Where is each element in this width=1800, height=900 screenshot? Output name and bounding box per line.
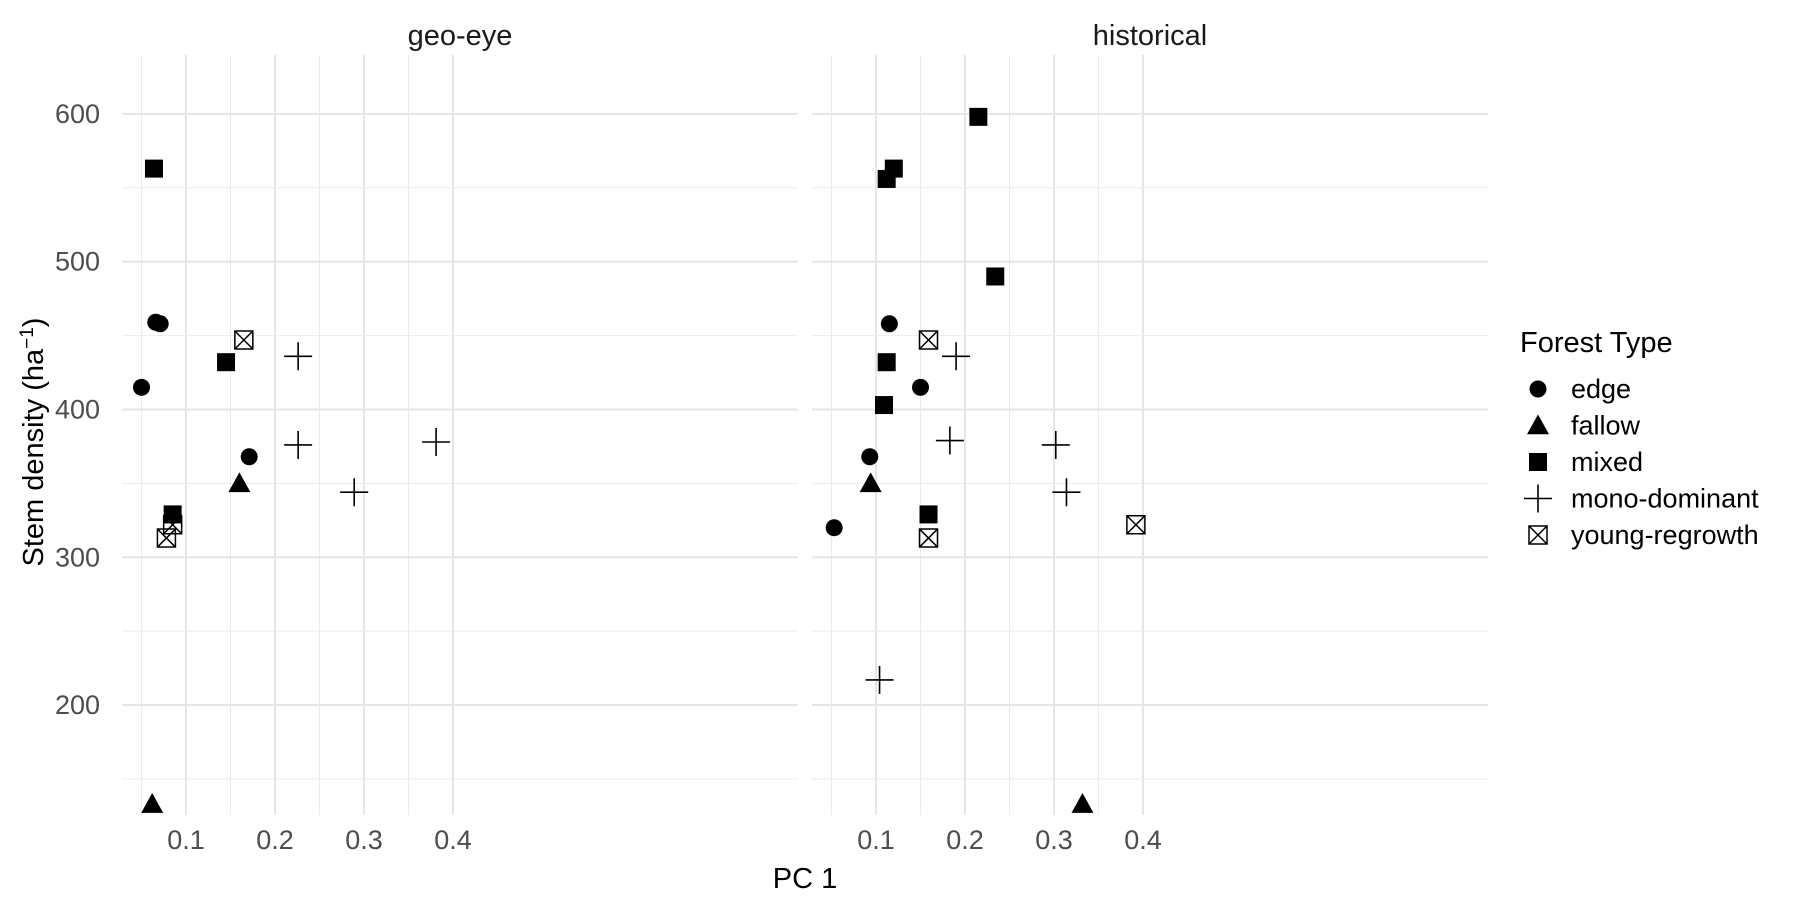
legend-item-edge: edge xyxy=(1529,374,1631,404)
point-mixed xyxy=(163,505,182,524)
point-mixed xyxy=(969,107,988,126)
point-mono-dominant xyxy=(865,665,894,694)
point-mono-dominant xyxy=(942,342,971,371)
point-fallow xyxy=(859,472,882,493)
point-mixed xyxy=(986,267,1005,286)
point-edge xyxy=(880,315,898,333)
y-axis-title-main: Stem density (ha xyxy=(18,348,50,566)
point-mono-dominant xyxy=(1041,430,1070,459)
legend-item-mixed: mixed xyxy=(1529,447,1643,477)
legend-item-mono-dominant: mono-dominant xyxy=(1524,484,1759,514)
y-axis-title-superscript: −1 xyxy=(17,327,38,349)
legend-key-fallow xyxy=(1527,414,1549,435)
point-young-regrowth xyxy=(918,330,939,350)
legend-label: edge xyxy=(1571,374,1631,404)
legend-item-young-regrowth: young-regrowth xyxy=(1528,520,1759,550)
legend-key-mixed xyxy=(1529,453,1547,471)
panel-title: geo-eye xyxy=(408,20,513,52)
point-mono-dominant xyxy=(1052,478,1081,507)
panel-historical: historical 0.1 0.2 0.3 0.4 xyxy=(812,20,1488,855)
legend-label: mono-dominant xyxy=(1571,484,1759,514)
point-fallow xyxy=(1071,793,1094,813)
point-mixed xyxy=(919,505,938,524)
x-tick-label: 0.2 xyxy=(256,825,294,855)
point-fallow xyxy=(141,793,164,813)
point-mono-dominant xyxy=(340,478,369,507)
y-tick-label: 600 xyxy=(55,99,100,129)
legend-key-mono-dominant xyxy=(1524,484,1552,513)
legend-title: Forest Type xyxy=(1520,327,1673,359)
point-young-regrowth xyxy=(234,330,254,350)
legend-key-edge xyxy=(1529,380,1547,398)
point-mono-dominant xyxy=(935,426,964,455)
point-mixed xyxy=(875,396,894,415)
point-mixed xyxy=(884,159,903,178)
panel-title: historical xyxy=(1093,20,1207,52)
point-edge xyxy=(912,378,929,396)
point-edge xyxy=(825,519,843,537)
point-young-regrowth xyxy=(156,528,177,548)
point-mixed xyxy=(877,353,896,372)
point-mono-dominant xyxy=(422,427,451,456)
points-historical xyxy=(825,107,1146,813)
point-mono-dominant xyxy=(284,430,313,459)
point-young-regrowth xyxy=(918,528,939,548)
y-tick-label: 300 xyxy=(55,542,100,572)
x-tick-label: 0.4 xyxy=(434,825,472,855)
point-fallow xyxy=(228,472,251,493)
y-axis-title: Stem density (ha−1) xyxy=(17,318,51,567)
point-edge xyxy=(861,448,879,466)
y-tick-label: 400 xyxy=(55,394,100,424)
legend: Forest Type edge fallow mixed mono-dominant… xyxy=(1520,327,1759,550)
x-tick-label: 0.1 xyxy=(857,825,895,855)
y-tick-label: 500 xyxy=(55,247,100,277)
panel-geo-eye: geo-eye 0.1 0.2 0.3 0.4 200 300 400 500 600 xyxy=(55,20,798,855)
point-edge xyxy=(240,448,258,466)
points-geo-eye xyxy=(133,159,451,813)
legend-item-fallow: fallow xyxy=(1527,411,1641,441)
point-young-regrowth xyxy=(1126,514,1146,535)
x-tick-label: 0.3 xyxy=(345,825,383,855)
x-axis-title: PC 1 xyxy=(773,863,837,895)
y-tick-label: 200 xyxy=(55,690,100,720)
x-tick-label: 0.1 xyxy=(167,825,205,855)
legend-label: young-regrowth xyxy=(1571,520,1759,550)
point-mono-dominant xyxy=(284,342,313,371)
point-edge xyxy=(151,315,169,333)
legend-key-young-regrowth xyxy=(1528,525,1548,545)
y-axis-title-close: ) xyxy=(18,318,50,328)
x-tick-label: 0.2 xyxy=(946,825,984,855)
x-tick-label: 0.4 xyxy=(1124,825,1162,855)
legend-label: mixed xyxy=(1571,447,1643,477)
point-edge xyxy=(133,378,150,396)
point-mixed xyxy=(144,159,163,178)
point-mixed xyxy=(217,353,236,372)
x-tick-label: 0.3 xyxy=(1035,825,1073,855)
legend-label: fallow xyxy=(1571,411,1641,441)
point-young-regrowth xyxy=(162,514,183,535)
